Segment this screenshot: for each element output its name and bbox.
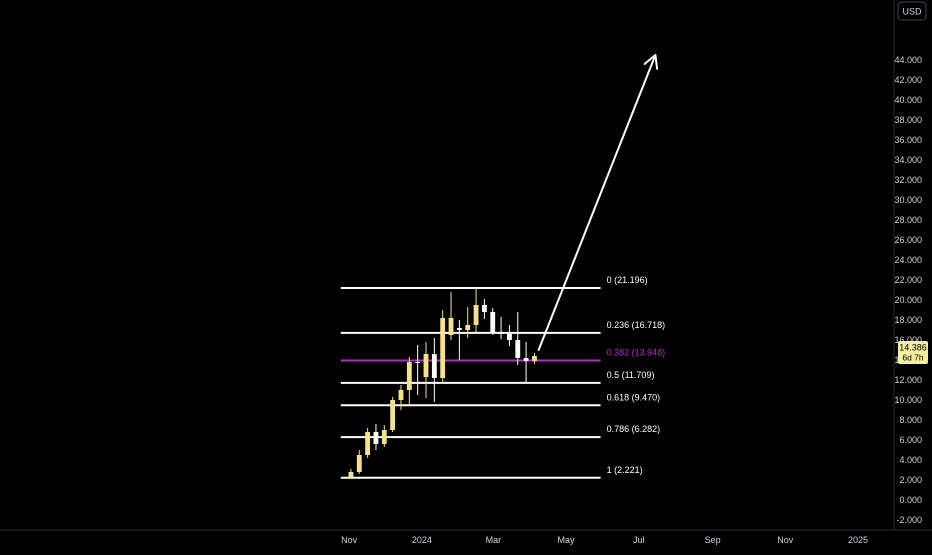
price-tick-label: -2.000: [896, 515, 922, 525]
candle-down[interactable]: [515, 312, 521, 365]
candle-down[interactable]: [373, 424, 379, 450]
candle-body: [356, 455, 362, 472]
time-tick-label: Nov: [777, 535, 794, 545]
price-tick-label: 24.000: [894, 255, 922, 265]
time-axis[interactable]: Nov 2024 Mar May Jul Sep Nov 2025: [341, 535, 868, 545]
price-tick-label: 16.000: [894, 335, 922, 345]
candle-body: [507, 334, 512, 340]
last-price-badge-bg: [898, 341, 928, 364]
candle-up[interactable]: [356, 450, 362, 474]
price-tick-label: 26.000: [894, 235, 922, 245]
projection-arrow[interactable]: [537, 54, 659, 351]
candle-body: [373, 432, 379, 444]
price-tick-label: 18.000: [894, 315, 922, 325]
candle-body: [431, 354, 437, 378]
candle-down[interactable]: [431, 338, 437, 402]
candle-body: [365, 432, 371, 455]
price-tick-label: 34.000: [894, 155, 922, 165]
candle-body: [481, 305, 487, 312]
candle-body: [498, 332, 504, 334]
candle-countdown: 6d 7h: [902, 353, 924, 363]
candle-down[interactable]: [498, 317, 504, 339]
arrow-shaft: [537, 54, 657, 351]
candle-body: [415, 362, 421, 363]
candle-up[interactable]: [381, 425, 387, 447]
candle-down[interactable]: [415, 345, 421, 395]
candles[interactable]: [348, 289, 537, 478]
fib-level-label: 0.786 (6.282): [607, 424, 661, 434]
price-tick-label: 42.000: [894, 75, 922, 85]
candle-down[interactable]: [456, 320, 462, 360]
candle-up[interactable]: [465, 307, 471, 338]
price-tick-label: 36.000: [894, 135, 922, 145]
candle-up[interactable]: [406, 357, 412, 404]
time-tick-label: Sep: [705, 535, 721, 545]
price-tick-label: 22.000: [894, 275, 922, 285]
candle-up[interactable]: [423, 342, 429, 398]
candle-body: [456, 328, 462, 330]
candle-body: [473, 305, 479, 325]
candle-down[interactable]: [481, 299, 487, 319]
candle-up[interactable]: [398, 385, 404, 410]
candle-up[interactable]: [348, 469, 354, 478]
candle-up[interactable]: [473, 289, 479, 332]
last-price-badge: 14.386 6d 7h: [898, 341, 928, 364]
candle-body: [406, 362, 412, 390]
time-tick-label: 2024: [412, 535, 432, 545]
fib-level-label: 1 (2.221): [607, 465, 643, 475]
candle-up[interactable]: [390, 397, 396, 432]
time-tick-label: May: [558, 535, 576, 545]
fibonacci-retracement[interactable]: 0 (21.196) 0.236 (16.718) 0.382 (13.948) 0.…: [340, 275, 666, 479]
currency-button[interactable]: USD: [897, 1, 927, 21]
fib-level-label: 0.618 (9.470): [607, 392, 661, 402]
arrow-head: [643, 54, 659, 70]
price-tick-label: 32.000: [894, 175, 922, 185]
candle-body: [390, 400, 396, 430]
candle-up[interactable]: [448, 292, 454, 340]
candle-down[interactable]: [523, 342, 529, 383]
candle-body: [423, 354, 429, 377]
price-tick-label: 44.000: [894, 55, 922, 65]
price-tick-label: 40.000: [894, 95, 922, 105]
price-tick-label: 38.000: [894, 115, 922, 125]
time-tick-label: Nov: [341, 535, 358, 545]
fib-level-label: 0.5 (11.709): [607, 370, 655, 380]
candle-body: [490, 312, 496, 332]
currency-label: USD: [902, 7, 922, 17]
price-tick-label: 12.000: [894, 375, 922, 385]
candle-body: [465, 325, 471, 330]
price-axis[interactable]: -2.000 0.000 2.000 4.000 6.000 8.000 10.000 12.…: [894, 55, 922, 525]
price-tick-label: 28.000: [894, 215, 922, 225]
price-tick-label: 10.000: [894, 395, 922, 405]
candle-down[interactable]: [507, 325, 512, 346]
time-tick-label: Jul: [633, 535, 645, 545]
fib-level-label: 0 (21.196): [607, 275, 648, 285]
candle-body: [532, 356, 537, 361]
candle-body: [348, 472, 354, 477]
fib-level-label: 0.382 (13.948): [607, 348, 666, 358]
candle-up[interactable]: [532, 353, 537, 364]
price-tick-label: 4.000: [899, 455, 922, 465]
candle-up[interactable]: [365, 428, 371, 458]
time-tick-label: 2025: [848, 535, 868, 545]
last-price-value: 14.386: [899, 343, 927, 353]
candle-body: [515, 340, 521, 358]
price-tick-label: 0.000: [899, 495, 922, 505]
time-tick-label: Mar: [486, 535, 502, 545]
price-tick-label: 8.000: [899, 415, 922, 425]
candle-body: [448, 318, 454, 335]
candle-body: [440, 318, 446, 378]
price-tick-label: 30.000: [894, 195, 922, 205]
candle-body: [398, 390, 404, 400]
price-tick-label: 6.000: [899, 435, 922, 445]
candle-up[interactable]: [440, 310, 446, 382]
price-tick-label: 2.000: [899, 475, 922, 485]
candle-body: [523, 358, 529, 361]
fib-level-label: 0.236 (16.718): [607, 320, 666, 330]
price-tick-label: 20.000: [894, 295, 922, 305]
candle-down[interactable]: [490, 308, 496, 335]
candle-body: [381, 430, 387, 444]
